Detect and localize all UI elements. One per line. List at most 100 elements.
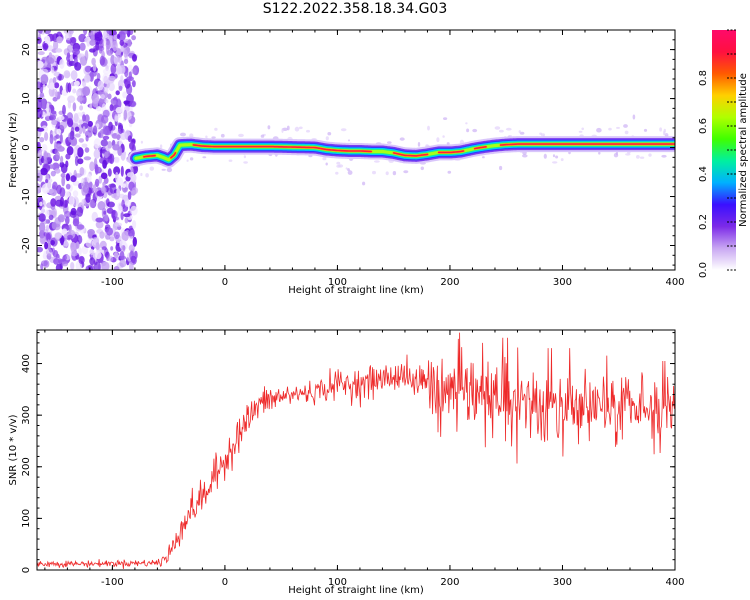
noise-blob — [118, 65, 126, 75]
spectrogram-noise-region — [37, 30, 140, 270]
noise-blob — [37, 107, 43, 119]
noise-blob — [79, 105, 84, 111]
spectral-speckle — [348, 139, 350, 142]
noise-blob — [112, 40, 118, 52]
noise-blob — [61, 228, 68, 235]
noise-blob — [102, 68, 111, 75]
noise-blob — [89, 39, 96, 46]
noise-blob — [56, 184, 62, 195]
noise-blob — [113, 231, 120, 240]
spectral-speckle — [214, 127, 218, 131]
spectral-speckle — [446, 142, 450, 145]
spectral-speckle — [659, 127, 662, 132]
spectral-speckle — [427, 125, 430, 131]
noise-blob — [130, 205, 138, 216]
noise-blob — [84, 114, 90, 123]
noise-blob — [82, 86, 91, 97]
noise-blob — [60, 163, 68, 174]
noise-blob — [127, 64, 133, 72]
noise-blob — [74, 62, 82, 71]
noise-blob — [67, 44, 74, 53]
noise-blob — [110, 246, 114, 251]
noise-blob — [54, 168, 61, 174]
noise-blob — [121, 183, 126, 188]
noise-blob — [40, 208, 46, 214]
noise-blob — [53, 39, 59, 51]
noise-blob — [63, 70, 71, 79]
noise-blob — [82, 114, 86, 122]
noise-blob — [107, 93, 112, 100]
spectral-speckle — [539, 132, 542, 135]
noise-blob — [106, 49, 113, 56]
x-tick-label: -100 — [101, 277, 124, 288]
noise-blob — [106, 30, 113, 35]
noise-blob — [123, 109, 128, 121]
noise-blob — [94, 251, 102, 260]
y-tick-label: -20 — [21, 237, 32, 253]
noise-blob — [122, 91, 128, 99]
noise-blob — [43, 151, 49, 160]
noise-blob — [129, 100, 137, 108]
noise-blob — [116, 134, 121, 141]
spectral-speckle — [616, 126, 620, 129]
noise-blob — [120, 165, 124, 177]
noise-blob — [89, 103, 93, 110]
spectrogram-y-axis-label: Frequency (Hz) — [8, 112, 19, 188]
x-tick-label: 0 — [222, 277, 228, 288]
spectral-speckle — [205, 135, 208, 139]
noise-blob — [69, 130, 75, 140]
noise-blob — [113, 34, 118, 41]
noise-blob — [41, 144, 48, 153]
noise-blob — [113, 166, 121, 176]
noise-blob — [120, 75, 124, 83]
ridge-band-red — [192, 144, 372, 153]
spectral-speckle — [661, 154, 667, 158]
noise-blob — [39, 137, 45, 143]
noise-blob — [77, 147, 84, 158]
noise-blob — [79, 42, 86, 51]
noise-blob — [83, 30, 88, 36]
noise-blob — [38, 173, 43, 183]
noise-blob — [70, 241, 76, 252]
noise-blob — [94, 31, 103, 42]
noise-blob — [95, 106, 102, 112]
spectral-speckle — [505, 127, 512, 131]
noise-blob — [50, 198, 57, 207]
noise-blob — [54, 82, 60, 89]
noise-blob — [59, 121, 68, 130]
spectral-speckle — [623, 124, 628, 128]
noise-blob — [130, 255, 136, 264]
noise-blob — [103, 86, 109, 94]
noise-blob — [73, 80, 80, 87]
noise-blob — [89, 161, 95, 172]
spectral-speckle — [322, 157, 327, 161]
spectral-speckle — [243, 161, 248, 164]
spectral-speckle — [374, 160, 380, 163]
noise-blob — [85, 193, 91, 203]
noise-blob — [120, 46, 124, 52]
noise-blob — [107, 201, 115, 208]
noise-blob — [72, 115, 81, 125]
spectral-speckle — [636, 155, 640, 159]
snr-frame — [36, 329, 676, 571]
noise-blob — [89, 257, 96, 266]
spectral-speckle — [466, 128, 470, 133]
noise-blob — [115, 106, 123, 114]
noise-blob — [67, 234, 73, 240]
spectral-speckle — [543, 153, 547, 159]
noise-blob — [53, 135, 57, 141]
spectral-speckle — [238, 133, 244, 138]
noise-blob — [78, 33, 86, 43]
noise-blob — [37, 51, 45, 56]
spectral-speckle — [336, 164, 341, 168]
noise-blob — [58, 115, 65, 121]
noise-blob — [40, 260, 48, 267]
noise-blob — [45, 209, 50, 217]
noise-blob — [66, 146, 74, 156]
spectrogram-x-axis-label: Height of straight line (km) — [288, 285, 424, 296]
noise-blob — [104, 151, 109, 159]
spectral-speckle — [325, 136, 329, 141]
noise-blob — [103, 38, 107, 47]
noise-blob — [85, 265, 93, 270]
noise-blob — [123, 58, 129, 65]
